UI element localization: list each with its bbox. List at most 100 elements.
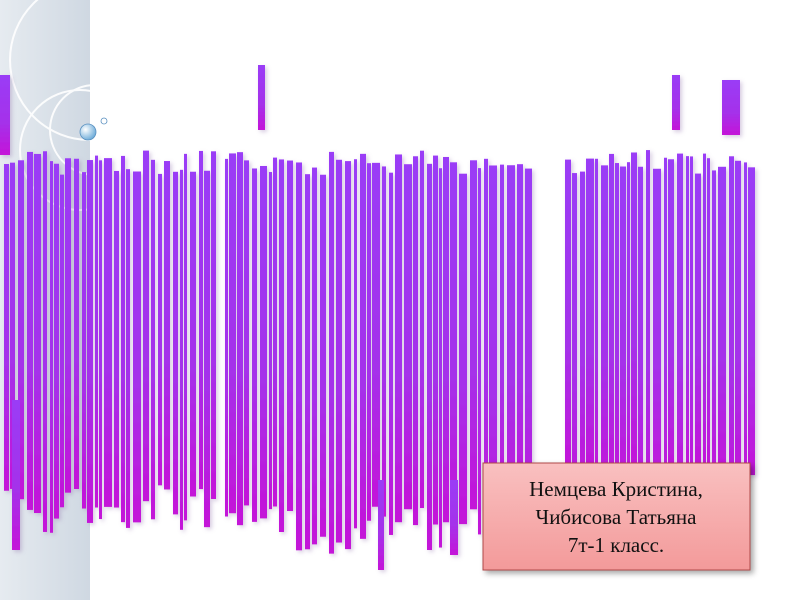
wordart-stroke — [459, 173, 467, 525]
wordart-stroke — [151, 159, 155, 520]
wordart-stroke — [517, 164, 523, 512]
bubble — [79, 123, 97, 141]
wordart-stroke — [664, 157, 667, 496]
wordart-stroke — [158, 173, 162, 486]
wordart-stroke — [404, 164, 412, 510]
wordart-stroke — [269, 172, 272, 510]
wordart-stroke — [580, 171, 585, 488]
wordart-stroke — [4, 164, 9, 491]
wordart-stroke — [572, 173, 577, 503]
wordart-stroke — [54, 163, 59, 519]
wordart-stroke — [646, 150, 650, 508]
caption-line: Немцева Кристина, — [529, 477, 703, 501]
wordart-stroke — [565, 159, 571, 470]
wordart-stroke — [443, 156, 449, 523]
wordart-stroke — [620, 166, 626, 490]
wordart-stroke — [413, 156, 418, 526]
wordart-stroke — [672, 75, 680, 130]
wordart-stroke — [279, 159, 284, 532]
wordart-stroke — [507, 165, 515, 522]
caption-box — [482, 462, 751, 571]
wordart-stroke — [204, 170, 210, 528]
wordart-stroke — [470, 160, 477, 510]
wordart-stroke — [367, 163, 371, 521]
wordart-stroke — [229, 153, 236, 514]
caption-line: 7т-1 класс. — [568, 533, 664, 557]
wordart-stroke — [609, 153, 614, 490]
wordart-stroke — [354, 159, 357, 529]
wordart-stroke — [305, 174, 310, 550]
wordart-stroke — [378, 480, 384, 570]
wordart-stroke — [237, 152, 243, 526]
wordart-stroke — [12, 400, 20, 550]
wordart-stroke — [360, 153, 366, 539]
wordart-stroke — [615, 163, 619, 494]
wordart-stroke — [718, 166, 726, 483]
caption-background — [482, 462, 751, 571]
wordart-stroke — [450, 480, 458, 555]
wordart-stroke — [258, 65, 265, 130]
wordart-stroke — [450, 162, 457, 517]
wordart-stroke — [82, 172, 86, 509]
wordart-stroke — [595, 158, 598, 483]
wordart-stroke — [10, 162, 15, 489]
wordart-stroke — [525, 168, 532, 532]
wordart-stroke — [500, 164, 504, 512]
wordart-stroke — [244, 160, 249, 506]
wordart-stroke — [677, 153, 683, 500]
wordart-stroke — [18, 160, 24, 500]
wordart-stroke — [735, 160, 741, 489]
wordart-stroke — [478, 168, 481, 535]
wordart-stroke — [43, 151, 47, 532]
wordart-stroke — [143, 150, 149, 502]
wordart-title — [0, 65, 755, 570]
wordart-stroke — [65, 158, 71, 493]
wordart-stroke — [703, 153, 706, 473]
wordart-stroke — [389, 172, 393, 535]
wordart-stroke — [395, 154, 402, 523]
wordart-stroke — [695, 173, 701, 470]
wordart-stroke — [631, 152, 637, 470]
wordart-stroke — [489, 165, 497, 545]
wordart-stroke — [27, 151, 33, 510]
wordart-stroke — [225, 158, 228, 517]
wordart-stroke — [173, 171, 178, 515]
wordart-stroke — [601, 165, 608, 493]
wordart-stroke — [712, 170, 716, 489]
wordart-stroke — [252, 168, 257, 522]
wordart-stroke — [336, 159, 342, 543]
wordart-stroke — [184, 153, 187, 521]
caption-line: Чибисова Татьяна — [536, 505, 698, 529]
wordart-stroke — [164, 161, 170, 490]
wordart-stroke — [690, 156, 693, 490]
wordart-stroke — [273, 157, 277, 507]
wordart-stroke — [50, 161, 53, 533]
wordart-stroke — [87, 160, 93, 523]
wordart-stroke — [260, 165, 267, 519]
wordart-stroke — [329, 151, 334, 554]
wordart-stroke — [104, 158, 112, 507]
wordart-stroke — [121, 155, 125, 523]
wordart-stroke — [439, 168, 442, 548]
wordart-stroke — [199, 150, 203, 490]
wordart-stroke — [287, 160, 293, 512]
wordart-stroke — [312, 167, 317, 545]
wordart-stroke — [382, 166, 386, 517]
wordart-stroke — [433, 155, 438, 525]
wordart-stroke — [180, 169, 183, 530]
wordart-stroke — [74, 158, 79, 489]
wordart-stroke — [296, 162, 302, 551]
wordart-stroke — [114, 170, 119, 508]
wordart-stroke — [372, 162, 380, 507]
wordart-stroke — [707, 158, 710, 471]
wordart-stroke — [34, 153, 41, 514]
wordart-stroke — [686, 156, 689, 472]
wordart-stroke — [133, 171, 141, 523]
wordart-stroke — [95, 155, 98, 508]
wordart-stroke — [729, 156, 734, 505]
wordart-stroke — [190, 171, 196, 497]
wordart-stroke — [484, 158, 488, 522]
wordart-stroke — [668, 159, 674, 480]
